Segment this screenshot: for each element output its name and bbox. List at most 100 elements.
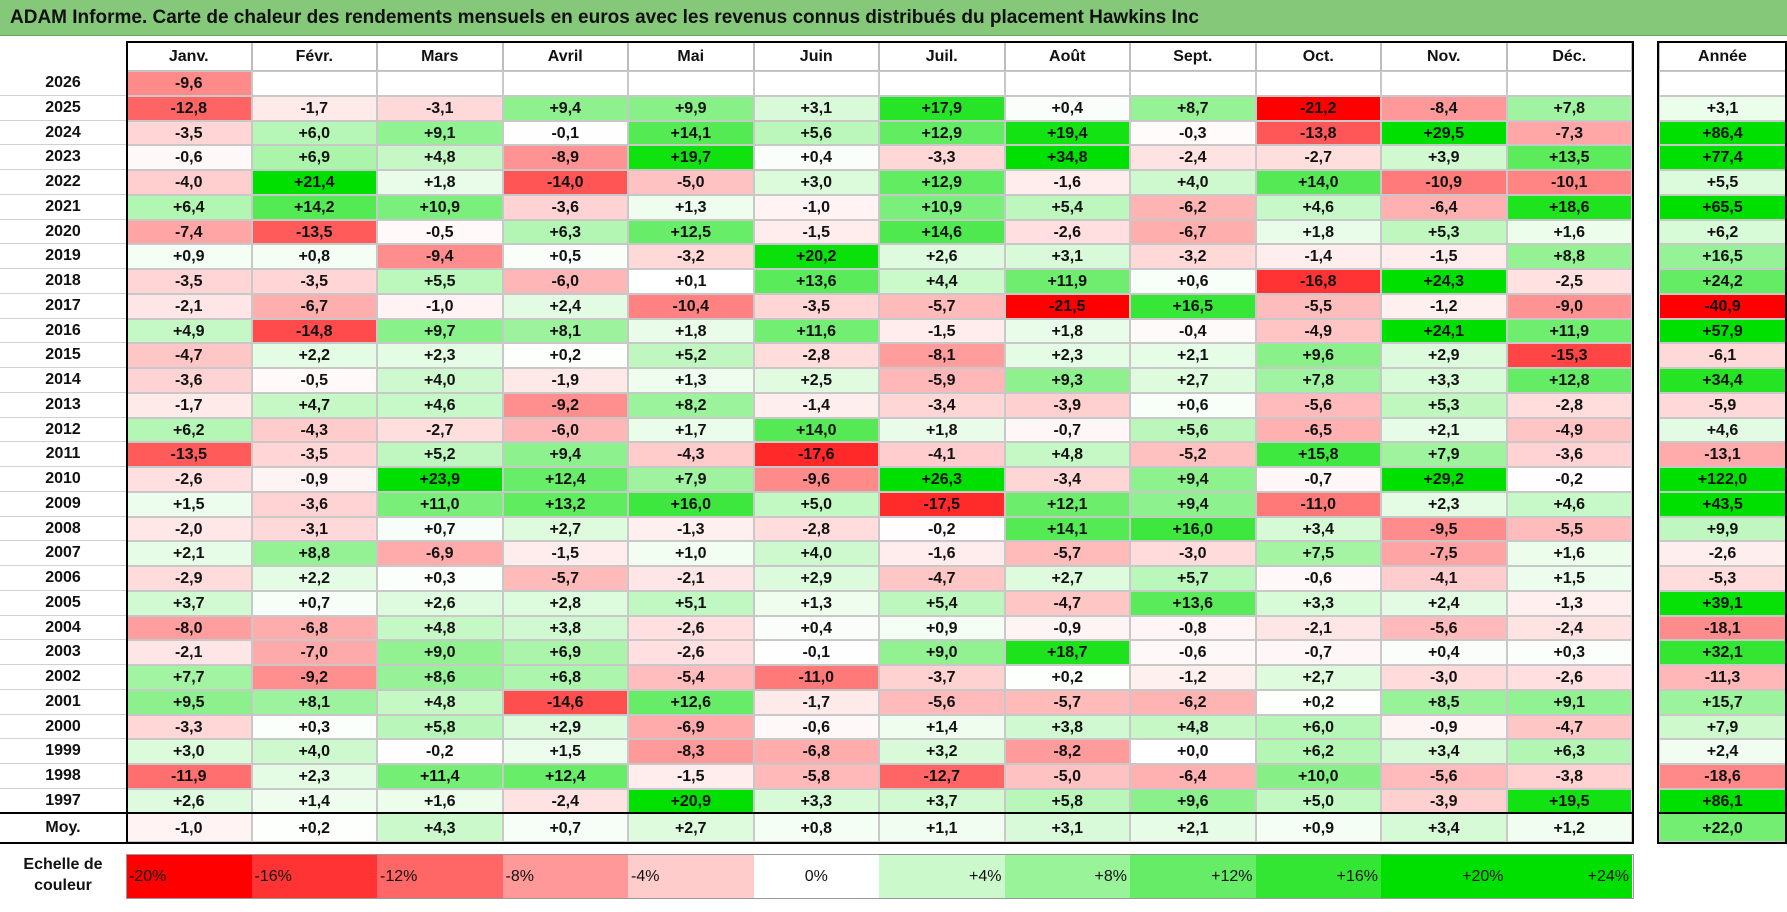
year-label: 2015 — [0, 343, 126, 368]
heatmap-cell: -4,7 — [126, 343, 252, 368]
heatmap-cell: -3,5 — [126, 269, 252, 294]
heatmap-cell: +3,4 — [1255, 516, 1381, 542]
heatmap-cell: +19,7 — [628, 145, 754, 170]
heatmap-cell: +5,3 — [1381, 219, 1507, 245]
heatmap-cell — [251, 71, 377, 96]
heatmap-cell: +0,3 — [377, 566, 503, 591]
month-header: Juil. — [879, 41, 1005, 71]
heatmap-cell: +14,0 — [1255, 170, 1381, 195]
heatmap-cell: +10,9 — [879, 194, 1005, 220]
heatmap-cell: -6,0 — [502, 417, 628, 443]
heatmap-cell: +2,4 — [1381, 590, 1507, 616]
heatmap-cell: +5,4 — [879, 590, 1005, 616]
heatmap-cell: -6,8 — [753, 739, 879, 764]
heatmap-cell: -6,7 — [251, 293, 377, 319]
heatmap-cell: +9,4 — [1130, 491, 1256, 517]
heatmap-cell: +2,6 — [879, 244, 1005, 269]
heatmap-cell: -3,4 — [879, 392, 1005, 418]
heatmap-cell: -0,8 — [1130, 615, 1256, 641]
average-cell: +3,4 — [1381, 813, 1507, 842]
heatmap-cell: -3,6 — [502, 194, 628, 220]
heatmap-cell: +2,3 — [251, 764, 377, 789]
heatmap-cell: -3,9 — [1004, 392, 1130, 418]
year-label: 2018 — [0, 269, 126, 294]
heatmap-cell: -5,7 — [1004, 689, 1130, 715]
heatmap-cell: +8,1 — [251, 689, 377, 715]
heatmap-cell: +1,8 — [377, 170, 503, 195]
heatmap-cell: +19,4 — [1004, 120, 1130, 146]
heatmap-cell: +5,5 — [377, 269, 503, 294]
heatmap-cell: -9,0 — [1506, 293, 1632, 319]
heatmap-cell: -2,0 — [126, 516, 252, 542]
heatmap-cell: -1,6 — [1004, 170, 1130, 195]
heatmap-cell: +10,9 — [377, 194, 503, 220]
heatmap-cell: +0,7 — [251, 590, 377, 616]
color-scale-stop: +20% — [1381, 854, 1507, 899]
heatmap-cell: -5,7 — [1004, 541, 1130, 566]
heatmap-cell: -9,4 — [377, 244, 503, 269]
month-header: Mai — [628, 41, 754, 71]
heatmap-cell: +5,0 — [753, 491, 879, 517]
heatmap-cell: +9,0 — [879, 640, 1005, 665]
heatmap-cell — [753, 71, 879, 96]
heatmap-cell: -6,2 — [1130, 194, 1256, 220]
year-label: 2013 — [0, 392, 126, 418]
heatmap-cell: +9,6 — [1255, 343, 1381, 368]
heatmap-cell: -13,5 — [251, 219, 377, 245]
annual-cell: -11,3 — [1659, 665, 1786, 690]
heatmap-cell: +5,8 — [1004, 788, 1130, 814]
annual-cell: +24,2 — [1659, 269, 1786, 294]
year-label: 2007 — [0, 541, 126, 566]
color-scale-stop: 0% — [753, 854, 879, 899]
heatmap-cell: +2,3 — [1381, 491, 1507, 517]
heatmap-cell: +3,3 — [1381, 368, 1507, 393]
color-scale-stop: +12% — [1130, 854, 1256, 899]
heatmap-cell: -7,4 — [126, 219, 252, 245]
heatmap-cell: +2,1 — [126, 541, 252, 566]
heatmap-cell: -6,4 — [1130, 764, 1256, 789]
heatmap-cell: -5,6 — [1381, 615, 1507, 641]
heatmap-cell: -3,4 — [1004, 467, 1130, 492]
annual-cell: +57,9 — [1659, 318, 1786, 344]
heatmap-cell: -1,7 — [126, 392, 252, 418]
heatmap-cell: -3,5 — [126, 120, 252, 146]
heatmap-cell: -3,3 — [879, 145, 1005, 170]
heatmap-cell: -0,2 — [879, 516, 1005, 542]
heatmap-cell: +13,6 — [753, 269, 879, 294]
heatmap-cell: -5,9 — [879, 368, 1005, 393]
color-scale-stop: +8% — [1004, 854, 1130, 899]
heatmap-cell: -17,5 — [879, 491, 1005, 517]
annual-cell: -18,6 — [1659, 764, 1786, 789]
heatmap-cell: -9,5 — [1381, 516, 1507, 542]
heatmap-cell: -2,8 — [753, 516, 879, 542]
heatmap-cell: +1,3 — [628, 368, 754, 393]
year-label: 2004 — [0, 615, 126, 641]
heatmap-cell: +0,9 — [879, 615, 1005, 641]
heatmap-cell: -1,0 — [753, 194, 879, 220]
heatmap-cell: +0,1 — [628, 269, 754, 294]
year-label: 2011 — [0, 442, 126, 467]
heatmap-cell: -2,1 — [628, 566, 754, 591]
heatmap-cell: +13,6 — [1130, 590, 1256, 616]
heatmap-cell: -5,6 — [879, 689, 1005, 715]
heatmap-cell: +8,8 — [251, 541, 377, 566]
heatmap-cell: +1,7 — [628, 417, 754, 443]
heatmap-cell: -7,0 — [251, 640, 377, 665]
heatmap-cell: -5,6 — [1255, 392, 1381, 418]
heatmap-cell: +16,0 — [628, 491, 754, 517]
heatmap-cell: +7,5 — [1255, 541, 1381, 566]
annual-cell: +77,4 — [1659, 145, 1786, 170]
heatmap-cell: -8,3 — [628, 739, 754, 764]
heatmap-cell: +1,5 — [502, 739, 628, 764]
heatmap-cell — [502, 71, 628, 96]
heatmap-cell: +0,9 — [126, 244, 252, 269]
heatmap-cell: +2,1 — [1381, 417, 1507, 443]
heatmap-cell: +1,6 — [377, 788, 503, 814]
heatmap-cell: -2,5 — [1506, 269, 1632, 294]
heatmap-cell: +12,8 — [1506, 368, 1632, 393]
heatmap-cell: -1,5 — [1381, 244, 1507, 269]
heatmap-cell: -3,8 — [1506, 764, 1632, 789]
heatmap-cell: -2,6 — [126, 467, 252, 492]
month-header: Nov. — [1381, 41, 1507, 71]
color-scale-label-line2: couleur — [34, 877, 92, 894]
